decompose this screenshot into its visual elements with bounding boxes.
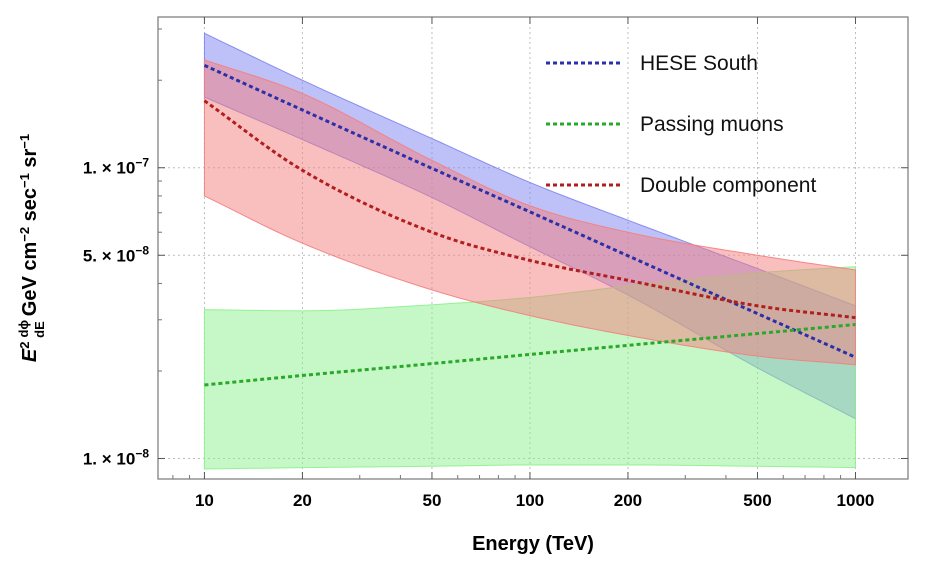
y-axis-title: E2dϕdEGeV cm−2 sec−1 sr−1 <box>16 134 47 362</box>
series-lines <box>203 63 857 387</box>
x-tick-label-6: 1000 <box>837 491 875 510</box>
x-tick-label-3: 100 <box>516 491 544 510</box>
y-label-unit-a: GeV cm <box>19 242 41 316</box>
y-label-exponent: 2 <box>17 342 32 349</box>
legend-label-0: HESE South <box>640 52 758 75</box>
x-axis-title: Energy (TeV) <box>472 533 594 555</box>
series-line-0 <box>203 63 857 359</box>
legend: HESE South Passing muons Double component <box>546 52 816 197</box>
y-tick-label-0: 1. × 10−8 <box>83 446 149 468</box>
y-label-unit-c: sr <box>19 148 41 173</box>
legend-label-2: Double component <box>640 174 816 197</box>
x-tick-label-0: 10 <box>195 491 214 510</box>
y-label-exp-b: −1 <box>17 173 32 188</box>
y-label-exp-a: −2 <box>17 227 32 242</box>
x-tick-label-1: 20 <box>293 491 312 510</box>
y-tick-mantissa-1: 5. × 10 <box>83 246 135 265</box>
y-tick-label-2: 1. × 10−7 <box>83 156 149 178</box>
y-tick-exponent-0: −8 <box>135 446 149 460</box>
x-tick-label-2: 50 <box>423 491 442 510</box>
x-tick-label-5: 500 <box>743 491 771 510</box>
y-tick-label-1: 5. × 10−8 <box>83 243 149 265</box>
y-label-frac-num: dϕ <box>16 320 31 338</box>
y-label-unit-b: sec <box>19 188 41 227</box>
legend-label-1: Passing muons <box>640 113 784 136</box>
y-label-exp-c: −1 <box>17 134 32 149</box>
x-tick-label-4: 200 <box>614 491 642 510</box>
y-label-base: E <box>19 348 41 362</box>
y-label-frac-den: dE <box>32 321 47 338</box>
y-tick-exponent-2: −7 <box>135 156 149 170</box>
y-tick-exponent-1: −8 <box>135 243 149 257</box>
y-tick-mantissa-0: 1. × 10 <box>83 449 135 468</box>
series-line-2 <box>203 99 856 320</box>
y-tick-mantissa-2: 1. × 10 <box>83 159 135 178</box>
plot-frame <box>157 16 909 480</box>
